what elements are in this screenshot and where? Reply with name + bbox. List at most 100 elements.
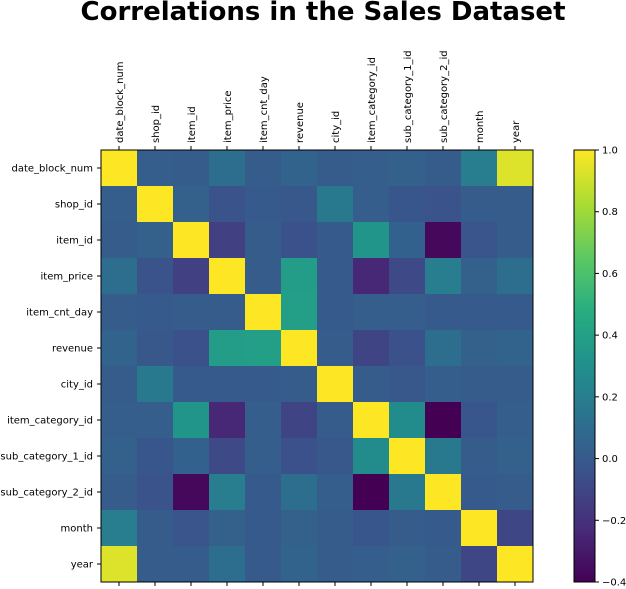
- x-tick-label: year: [511, 120, 522, 143]
- colorbar-tick-label: 1.0: [602, 146, 618, 157]
- heatmap-cell: [137, 366, 174, 403]
- x-tick-label: shop_id: [151, 105, 162, 143]
- heatmap-cell: [209, 366, 246, 403]
- colorbar-tick-label: 0.6: [602, 269, 618, 280]
- x-tick-label: item_cnt_day: [259, 76, 270, 143]
- heatmap-cell: [461, 438, 498, 475]
- heatmap-cell: [281, 330, 318, 367]
- heatmap-cell: [173, 366, 210, 403]
- y-tick-label: date_block_num: [12, 164, 94, 175]
- heatmap-cell: [389, 222, 426, 259]
- heatmap-cell: [101, 366, 138, 403]
- heatmap-cell: [425, 258, 462, 295]
- heatmap-cell: [497, 294, 534, 331]
- y-tick-label: month: [61, 524, 93, 535]
- heatmap-cell: [101, 438, 138, 475]
- heatmap-cell: [209, 474, 246, 511]
- heatmap-cell: [137, 474, 174, 511]
- heatmap-cell: [353, 546, 390, 583]
- x-tick-label: item_category_id: [367, 57, 378, 143]
- heatmap-cell: [497, 546, 534, 583]
- heatmap-cell: [173, 474, 210, 511]
- y-tick-label: item_price: [41, 272, 93, 283]
- y-tick-label: city_id: [61, 380, 93, 391]
- heatmap-cell: [245, 510, 282, 547]
- heatmap-cell: [461, 150, 498, 187]
- heatmap-cell: [497, 186, 534, 223]
- heatmap-cell: [245, 402, 282, 439]
- heatmap-cell: [353, 222, 390, 259]
- heatmap-cell: [497, 258, 534, 295]
- heatmap-cell: [209, 330, 246, 367]
- heatmap-cell: [317, 330, 354, 367]
- heatmap-cell: [137, 186, 174, 223]
- x-tick-label: city_id: [331, 111, 342, 143]
- heatmap-cell: [101, 474, 138, 511]
- heatmap-cell: [497, 366, 534, 403]
- heatmap-cell: [425, 510, 462, 547]
- heatmap-cell: [209, 510, 246, 547]
- heatmap-cell: [101, 546, 138, 583]
- heatmap-cells: [101, 150, 534, 583]
- heatmap-cell: [353, 258, 390, 295]
- heatmap-cell: [497, 438, 534, 475]
- heatmap-cell: [137, 222, 174, 259]
- heatmap-cell: [209, 258, 246, 295]
- heatmap-cell: [101, 294, 138, 331]
- colorbar-tick-label: −0.4: [602, 578, 626, 589]
- heatmap-cell: [353, 474, 390, 511]
- heatmap-cell: [425, 150, 462, 187]
- heatmap-cell: [317, 186, 354, 223]
- heatmap-cell: [461, 294, 498, 331]
- heatmap-cell: [101, 186, 138, 223]
- heatmap-cell: [101, 510, 138, 547]
- heatmap-cell: [101, 150, 138, 187]
- heatmap-cell: [245, 258, 282, 295]
- heatmap-cell: [209, 546, 246, 583]
- heatmap-cell: [389, 402, 426, 439]
- y-tick-label: item_category_id: [7, 416, 93, 427]
- heatmap-cell: [353, 510, 390, 547]
- heatmap-cell: [317, 294, 354, 331]
- heatmap-cell: [245, 294, 282, 331]
- heatmap-cell: [173, 294, 210, 331]
- y-axis-ticks: date_block_num shop_id item_id item_priceit…: [0, 164, 101, 571]
- x-tick-label: item_id: [187, 106, 198, 143]
- heatmap-cell: [497, 474, 534, 511]
- y-tick-label: item_id: [56, 236, 93, 247]
- heatmap-cell: [137, 402, 174, 439]
- heatmap-cell: [173, 258, 210, 295]
- heatmap-cell: [245, 330, 282, 367]
- heatmap-cell: [281, 222, 318, 259]
- heatmap-cell: [173, 438, 210, 475]
- heatmap-cell: [281, 474, 318, 511]
- heatmap-cell: [101, 258, 138, 295]
- heatmap-cell: [137, 330, 174, 367]
- heatmap-cell: [497, 510, 534, 547]
- heatmap-cell: [281, 294, 318, 331]
- heatmap-cell: [353, 366, 390, 403]
- heatmap-cell: [245, 150, 282, 187]
- x-axis-ticks: date_block_num shop_id item_id item_price it…: [115, 50, 522, 586]
- heatmap-cell: [281, 150, 318, 187]
- heatmap-cell: [389, 294, 426, 331]
- y-tick-label: sub_category_1_id: [0, 452, 93, 463]
- heatmap-cell: [389, 546, 426, 583]
- heatmap-cell: [461, 402, 498, 439]
- heatmap-cell: [245, 546, 282, 583]
- x-tick-label: date_block_num: [115, 62, 126, 144]
- heatmap-cell: [461, 474, 498, 511]
- colorbar-tick-label: −0.2: [602, 516, 626, 527]
- heatmap-cell: [137, 510, 174, 547]
- heatmap-cell: [209, 294, 246, 331]
- x-tick-label: sub_category_2_id: [439, 50, 450, 143]
- heatmap-cell: [461, 546, 498, 583]
- heatmap-cell: [461, 222, 498, 259]
- heatmap-cell: [389, 150, 426, 187]
- heatmap-cell: [425, 294, 462, 331]
- y-tick-label: revenue: [52, 344, 93, 355]
- colorbar-tick-label: 0.0: [602, 454, 618, 465]
- heatmap-cell: [389, 186, 426, 223]
- heatmap-cell: [317, 222, 354, 259]
